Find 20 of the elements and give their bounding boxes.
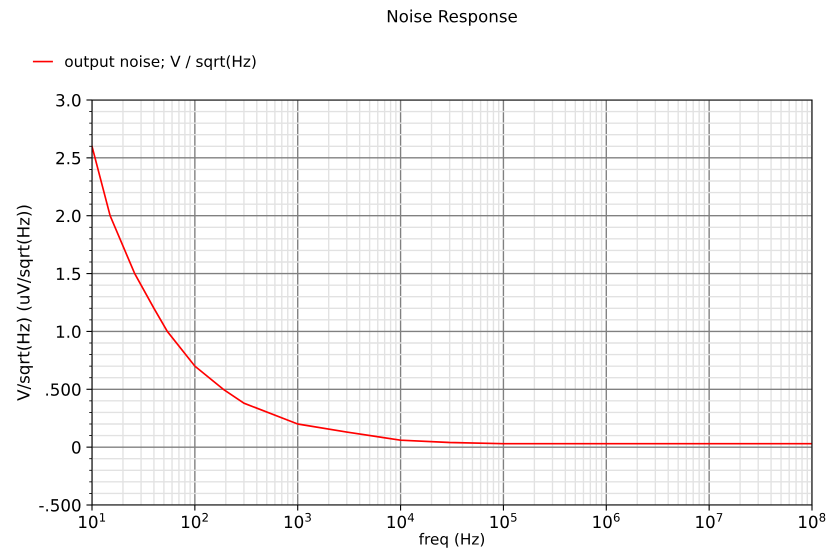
x-tick-label: 10$^{2}$ [182, 512, 208, 528]
y-tick-label: 0 [72, 441, 80, 454]
x-tick-label: 10$^{4}$ [388, 513, 414, 528]
y-tick-label: -.500 [39, 498, 80, 512]
x-axis-title: freq (Hz) [419, 532, 484, 548]
x-tick-label: 10$^{5}$ [490, 513, 517, 528]
chart-title: Noise Response [388, 10, 517, 26]
x-tick-label: 10$^{8}$ [799, 512, 826, 528]
x-tick-label: 10$^{6}$ [593, 512, 620, 528]
y-tick-label: 3.0 [56, 94, 80, 107]
y-axis-title: V/sqrt(Hz) (uV/sqrt(Hz)) [16, 206, 33, 401]
y-tick-label: 1.5 [56, 268, 80, 280]
y-tick-label: 2.0 [56, 210, 80, 222]
y-tick-label: .500 [46, 383, 80, 396]
y-tick-label: 1.0 [56, 325, 80, 338]
y-tick-label: 2.5 [56, 152, 80, 164]
x-tick-label: 10$^{7}$ [696, 513, 722, 528]
x-tick-label: 10$^{3}$ [284, 512, 311, 528]
x-tick-label: 10$^{1}$ [79, 513, 106, 528]
legend-label: output noise; V / sqrt(Hz) [65, 55, 256, 70]
